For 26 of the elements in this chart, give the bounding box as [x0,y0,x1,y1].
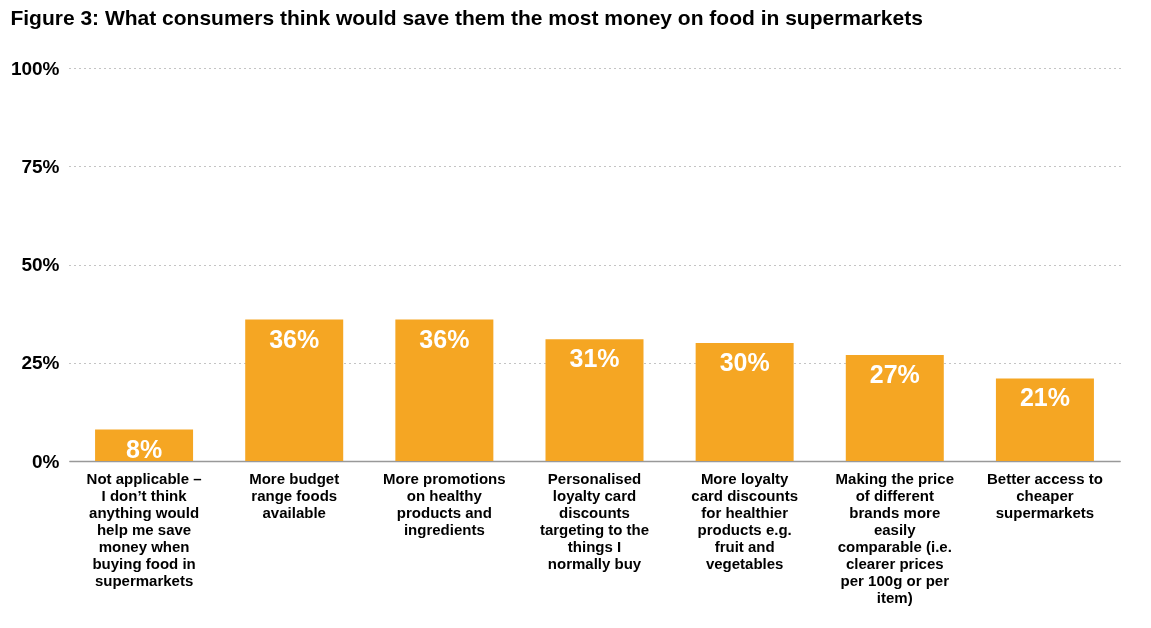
x-tick-label: Personalised loyalty card discounts targeting to the things I normally buy [539,469,650,572]
x-tick-label: Better access to cheaper supermarkets [986,469,1103,521]
data-label: 31% [569,344,620,373]
y-tick-label: 50% [21,254,60,275]
x-tick-label: More promotions on healthy products and ingredients [383,469,506,538]
x-tick-label: Making the price of different brands more easily comparable (i.e. clearer prices per 100g or per item) [835,469,954,606]
data-label: 36% [269,324,320,353]
data-label: 36% [419,324,470,353]
x-tick-label: More loyalty card discounts for healthier products e.g. fruit and vegetables [691,469,798,572]
data-label: 8% [126,434,163,463]
bar [245,319,344,461]
bar [695,343,794,461]
bar [545,339,644,461]
y-tick-label: 100% [10,57,60,79]
y-tick-label: 25% [21,352,60,374]
data-label: 30% [719,348,770,377]
bar [395,319,494,461]
data-label: 21% [1019,383,1070,412]
bar [845,354,944,461]
x-tick-label: More budget range foods available [249,469,340,521]
data-label: 27% [869,359,920,388]
y-tick-label: 75% [21,155,60,177]
bar [995,378,1094,461]
y-tick-label: 0% [32,450,60,472]
chart-title: Figure 3: What consumers think would save them the most money on food in supermarkets [10,6,923,29]
x-tick-label: Not applicable – I don’t think anything would help me save money when buying food in supermarkets [86,469,202,589]
